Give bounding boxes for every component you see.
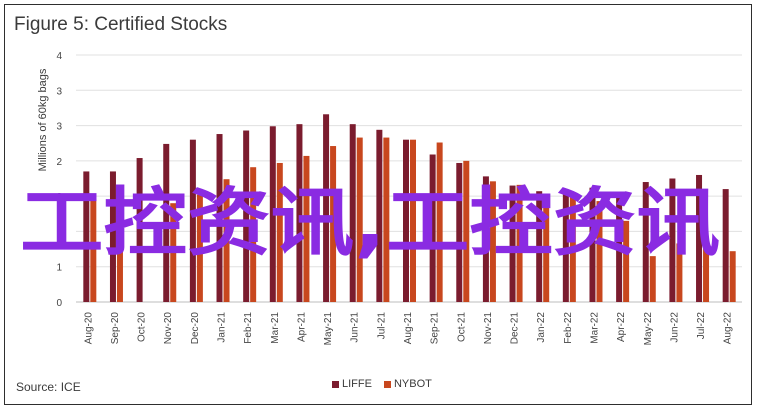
bar-nybot <box>543 194 550 302</box>
legend-swatch-nybot <box>383 380 391 388</box>
bar-liffe <box>83 171 90 302</box>
x-tick-label: Jan-22 <box>536 312 547 343</box>
bar-nybot <box>489 181 496 302</box>
bar-nybot <box>250 167 257 302</box>
legend-item-nybot: NYBOT <box>383 378 432 390</box>
bar-nybot <box>356 137 363 302</box>
bar-nybot <box>116 214 123 302</box>
bar-liffe <box>722 189 729 302</box>
y-tick-label: 3 <box>56 86 62 97</box>
x-tick-label: Mar-22 <box>589 312 600 344</box>
x-tick-label: Jan-21 <box>217 312 228 343</box>
bar-liffe <box>536 191 543 302</box>
bar-liffe <box>403 139 409 302</box>
bar-liffe <box>456 162 463 302</box>
y-tick-label: 2 <box>56 192 62 203</box>
x-tick-label: Nov-20 <box>163 312 174 345</box>
x-tick-label: Jul-22 <box>696 312 707 340</box>
watermark-overlay: 工控资讯,工控资讯 <box>20 180 720 266</box>
bar-nybot <box>436 142 443 302</box>
x-tick-label: Jun-21 <box>350 312 361 343</box>
bar-liffe <box>163 143 170 302</box>
x-tick-label: Apr-21 <box>296 312 307 342</box>
bar-liffe <box>136 158 143 302</box>
x-tick-label: Aug-20 <box>83 312 94 345</box>
bar-nybot <box>463 160 470 302</box>
legend-label-nybot: NYBOT <box>393 378 432 390</box>
x-tick-label: Aug-22 <box>723 312 734 345</box>
x-tick-label: Oct-20 <box>137 312 148 342</box>
y-tick-label: 2 <box>56 157 62 168</box>
x-tick-label: Nov-21 <box>483 312 494 345</box>
bar-liffe <box>509 185 516 302</box>
bar-nybot <box>703 248 710 302</box>
bar-liffe <box>189 139 196 302</box>
bar-liffe <box>642 182 649 302</box>
bar-liffe <box>323 114 330 302</box>
bar-liffe <box>269 126 276 302</box>
bar-nybot <box>516 184 523 302</box>
bar-liffe <box>616 192 623 302</box>
x-tick-label: Jul-21 <box>376 312 387 340</box>
bar-nybot <box>623 220 630 302</box>
bar-nybot <box>196 194 203 302</box>
x-tick-label: Aug-21 <box>403 312 414 345</box>
x-tick-label: Dec-21 <box>510 312 521 345</box>
bar-nybot <box>729 251 736 302</box>
bar-nybot <box>649 256 656 302</box>
source-note: Source: ICE <box>16 380 81 394</box>
bar-nybot <box>223 179 230 302</box>
bar-nybot <box>676 243 683 302</box>
bar-liffe <box>696 174 703 302</box>
x-tick-label: Feb-22 <box>563 312 574 344</box>
bar-liffe <box>243 130 250 302</box>
x-tick-label: May-22 <box>643 312 654 346</box>
bar-nybot <box>596 201 603 302</box>
chart-legend: LIFFE NYBOT <box>332 378 440 390</box>
legend-label-liffe: LIFFE <box>342 378 372 390</box>
bar-liffe <box>296 124 303 302</box>
y-tick-label: 1 <box>56 227 62 238</box>
x-tick-label: Sep-20 <box>110 312 121 345</box>
bar-liffe <box>669 178 676 302</box>
y-tick-label: 1 <box>56 263 62 274</box>
bar-nybot <box>330 146 337 302</box>
bar-liffe <box>376 129 383 302</box>
y-axis-label: Millions of 60kg bags <box>37 68 49 171</box>
y-tick-label: 3 <box>56 122 62 133</box>
bar-liffe <box>429 154 436 302</box>
x-tick-label: Apr-22 <box>616 312 627 342</box>
bar-liffe <box>482 176 489 302</box>
bar-nybot <box>276 162 283 302</box>
x-tick-label: Oct-21 <box>456 312 467 342</box>
bar-liffe <box>216 134 223 302</box>
chart-title: Figure 5: Certified Stocks <box>14 14 228 35</box>
bar-liffe <box>349 124 356 302</box>
x-tick-label: Jun-22 <box>669 312 680 343</box>
x-tick-label: Mar-21 <box>270 312 281 344</box>
bar-nybot <box>383 137 390 302</box>
bar-liffe <box>109 171 116 302</box>
bar-nybot <box>410 139 416 302</box>
bar-nybot <box>303 155 310 302</box>
y-tick-label: 4 <box>56 51 62 62</box>
bar-nybot <box>170 203 177 302</box>
legend-item-liffe: LIFFE <box>332 378 372 390</box>
bar-liffe <box>562 194 569 302</box>
bar-liffe <box>589 187 596 302</box>
x-tick-label: Dec-20 <box>190 312 201 345</box>
bar-nybot <box>569 196 576 302</box>
legend-swatch-liffe <box>332 380 339 388</box>
x-tick-label: May-21 <box>323 312 334 346</box>
bar-nybot <box>90 198 97 302</box>
x-tick-label: Feb-21 <box>243 312 254 344</box>
y-tick-label: 0 <box>56 298 62 309</box>
x-tick-label: Sep-21 <box>430 312 441 345</box>
